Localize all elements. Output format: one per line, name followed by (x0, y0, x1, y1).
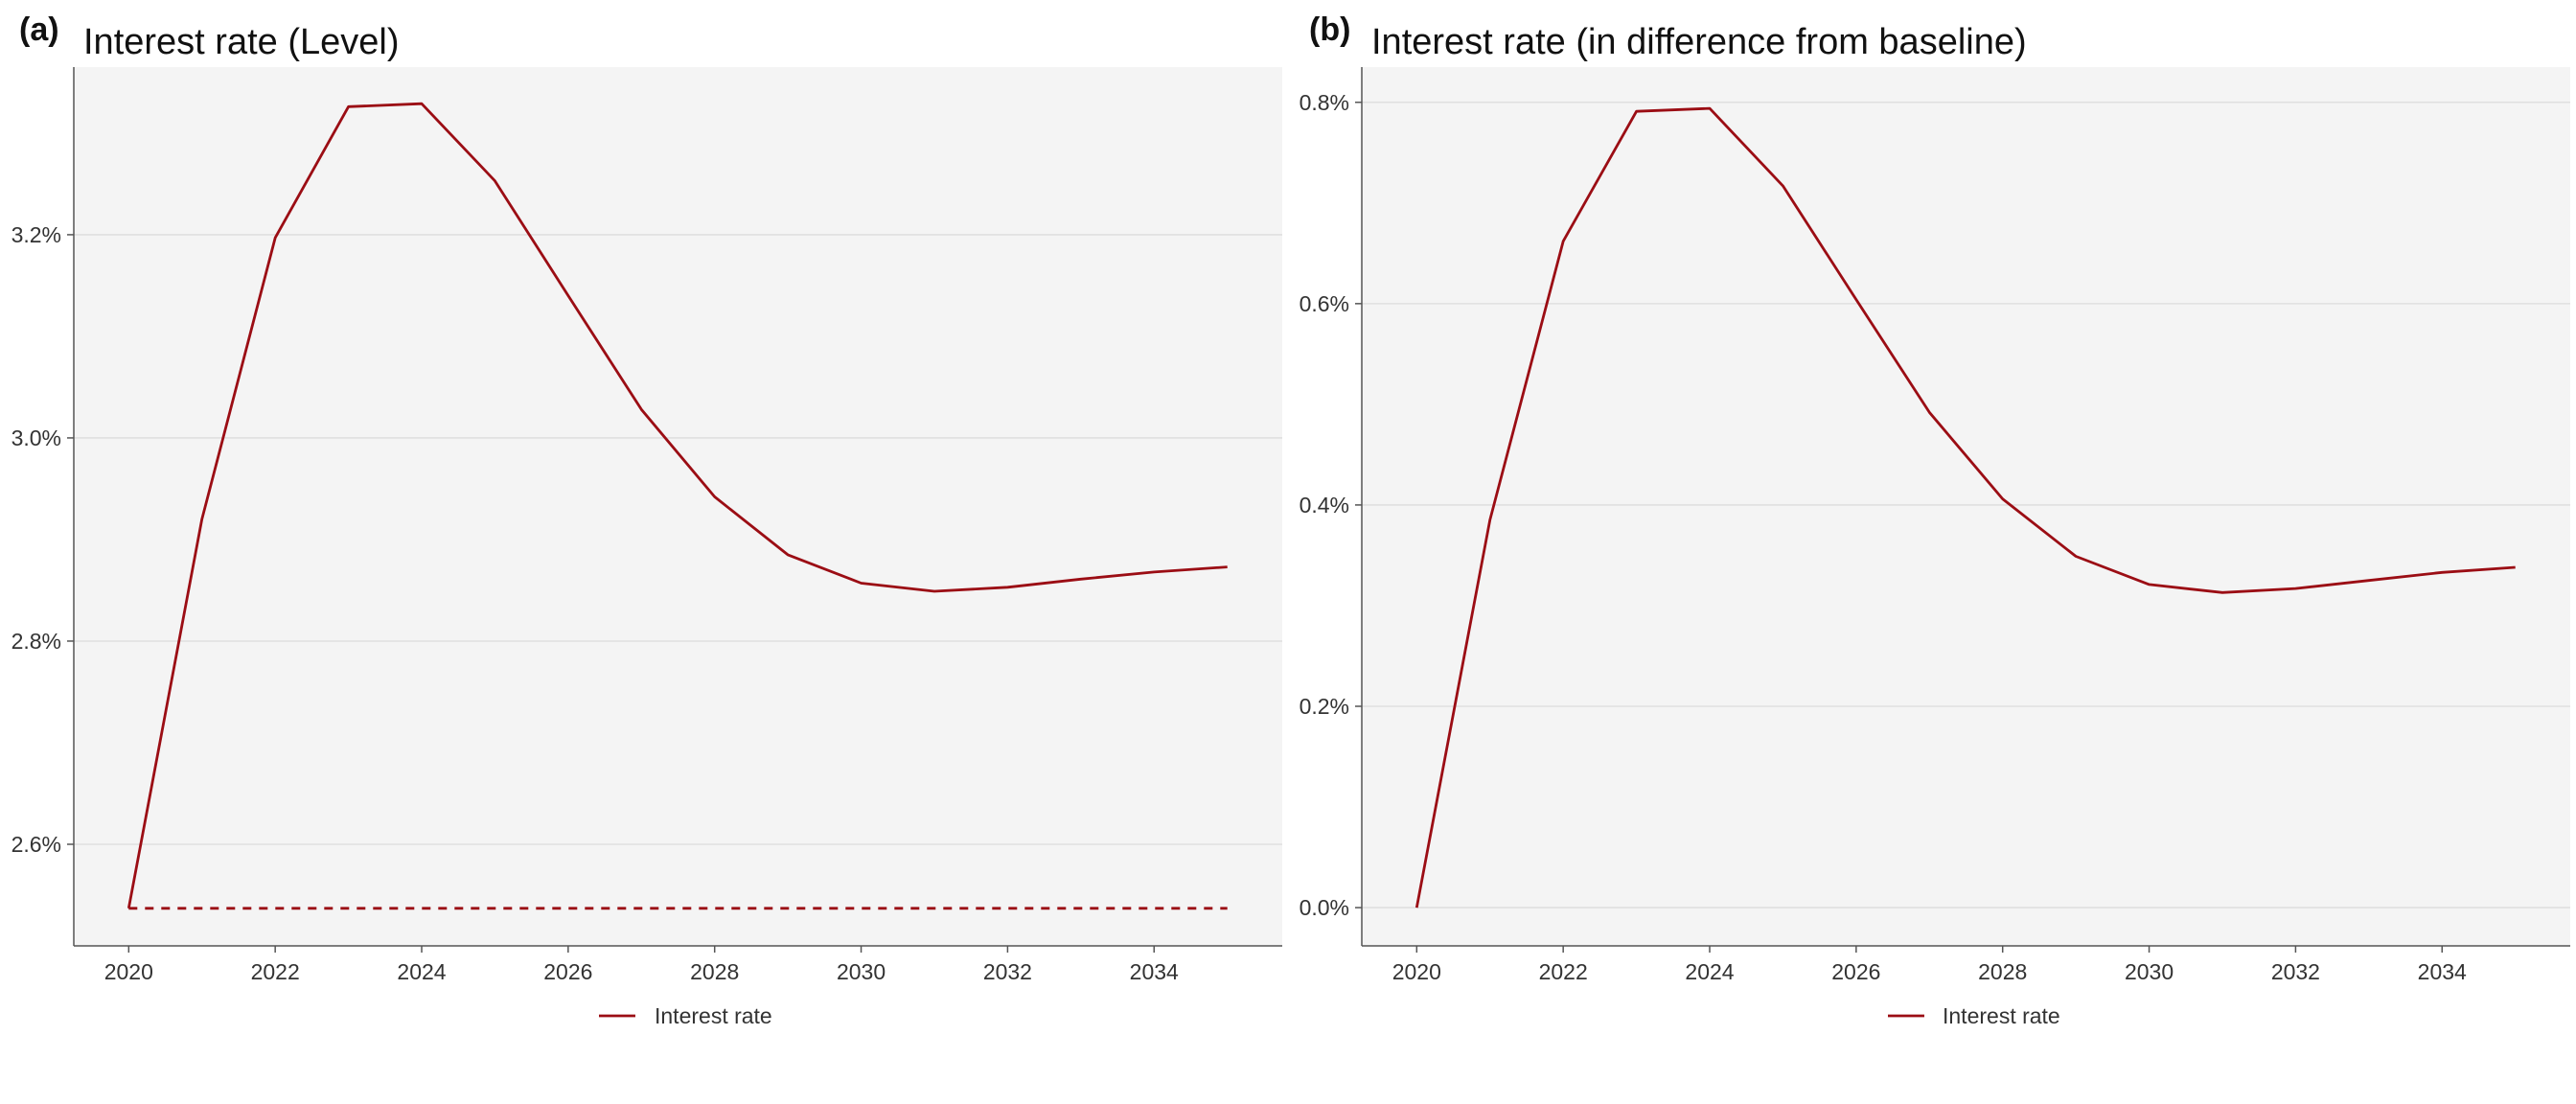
panel-b-y-ticks: 0.0% 0.2% 0.4% 0.6% 0.8% (1300, 90, 1362, 920)
panel-b-x-tick-label-6: 2032 (2271, 959, 2320, 984)
panel-a-x-tick-label-1: 2022 (251, 959, 300, 984)
panel-a-plot-area (74, 67, 1282, 946)
panel-a-x-tick-label-2: 2024 (397, 959, 446, 984)
panel-a-series (126, 102, 1228, 910)
panel-a-series-interest-rate-line (126, 102, 1228, 909)
panel-a-y-tick-label-2: 3.0% (12, 426, 61, 450)
panel-a-y-tick-label-0: 2.6% (12, 832, 61, 857)
panel-a-x-tick-label-7: 2034 (1130, 959, 1179, 984)
panel-b-legend: Interest rate (1888, 1003, 2060, 1028)
panel-b-x-tick-label-0: 2020 (1392, 959, 1441, 984)
panel-a-y-tick-label-1: 2.8% (12, 629, 61, 654)
panel-a-letter: (a) (19, 12, 59, 48)
panel-b-x-tick-label-4: 2028 (1978, 959, 2027, 984)
panel-b-legend-label: Interest rate (1943, 1003, 2060, 1028)
panel-b-y-tick-label-4: 0.8% (1300, 90, 1349, 115)
panel-b-x-tick-label-3: 2026 (1831, 959, 1880, 984)
panel-a-x-tick-label-5: 2030 (837, 959, 886, 984)
panel-b-x-tick-label-2: 2024 (1685, 959, 1734, 984)
panel-b-y-tick-label-1: 0.2% (1300, 694, 1349, 719)
panel-a-legend: Interest rate (599, 1003, 772, 1028)
panel-b-x-ticks: 2020 2022 2024 2026 2028 2030 2032 2034 (1392, 946, 2467, 984)
panel-b-y-tick-label-3: 0.6% (1300, 291, 1349, 316)
panel-b-series (1414, 106, 2516, 908)
panel-b-y-tick-label-2: 0.4% (1300, 493, 1349, 518)
panel-b-y-tick-label-0: 0.0% (1300, 895, 1349, 920)
panel-a-gridlines (74, 234, 1282, 845)
panel-b-letter: (b) (1309, 12, 1350, 48)
panel-a-y-ticks: 2.6% 2.8% 3.0% 3.2% (12, 222, 74, 857)
panel-b-gridlines (1362, 102, 2570, 908)
panel-b-title: Interest rate (in difference from baseli… (1371, 22, 2027, 62)
panel-a-y-tick-label-3: 3.2% (12, 222, 61, 247)
panel-a-x-ticks: 2020 2022 2024 2026 2028 2030 2032 2034 (104, 946, 1179, 984)
panel-a-legend-label: Interest rate (655, 1003, 772, 1028)
panel-a: (a) Interest rate (Level) 2.6% 2.8% 3.0% 3.… (12, 12, 1282, 1028)
panel-b-x-tick-label-7: 2034 (2418, 959, 2467, 984)
panel-a-x-tick-label-4: 2028 (690, 959, 739, 984)
panel-a-title: Interest rate (Level) (83, 22, 399, 62)
panel-b-x-tick-label-5: 2030 (2125, 959, 2174, 984)
panel-a-x-tick-label-0: 2020 (104, 959, 153, 984)
panel-a-x-tick-label-3: 2026 (543, 959, 592, 984)
panel-b: (b) Interest rate (in difference from ba… (1300, 12, 2570, 1028)
panel-b-series-interest-rate-line (1414, 106, 2516, 908)
panel-b-x-tick-label-1: 2022 (1539, 959, 1588, 984)
panel-a-x-tick-label-6: 2032 (983, 959, 1032, 984)
panel-b-plot-area (1362, 67, 2570, 946)
